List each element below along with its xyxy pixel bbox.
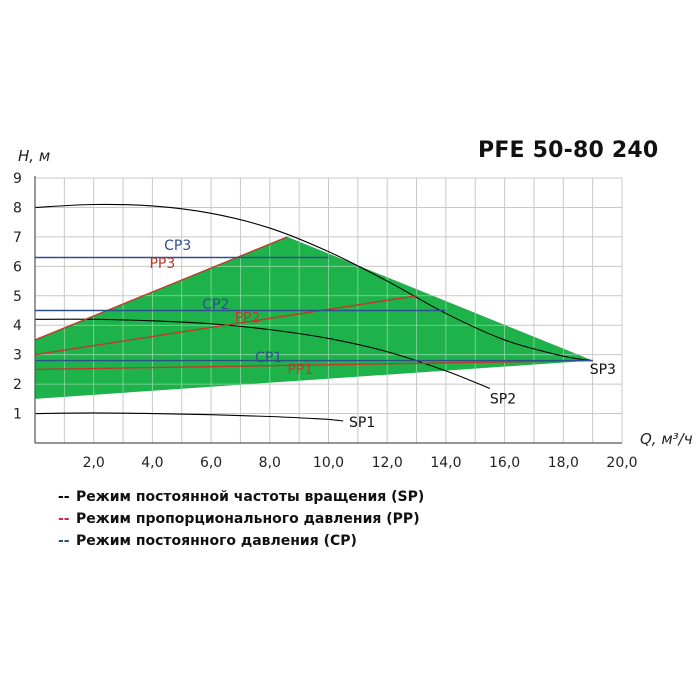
x-tick-label: 2,0 <box>83 455 105 471</box>
operating-region-fill <box>35 236 593 399</box>
x-tick-label: 18,0 <box>548 455 579 471</box>
y-tick-label: 4 <box>13 318 22 334</box>
curve-label-pp2: PP2 <box>235 310 261 326</box>
x-tick-label: 20,0 <box>606 455 637 471</box>
legend-label-pp: Режим пропорционального давления (PP) <box>76 511 420 527</box>
series-line-sp1 <box>34 412 344 422</box>
chart-title: PFE 50-80 240 <box>478 138 659 163</box>
y-tick-label: 9 <box>13 171 22 187</box>
y-tick-label: 5 <box>13 289 22 305</box>
curve-label-pp3: PP3 <box>149 256 175 272</box>
curve-label-sp1: SP1 <box>349 415 375 431</box>
legend-label-sp: Режим постоянной частоты вращения (SP) <box>76 489 425 505</box>
curve-labels: SP1 SP2 SP3 PP1 PP2 PP3 CP1 CP2 CP3 <box>149 238 616 431</box>
legend-item-sp: -- Режим постоянной частоты вращения (SP) <box>58 486 424 508</box>
curve-label-cp3: CP3 <box>164 238 191 254</box>
series-lines <box>34 203 593 422</box>
curve-label-sp3: SP3 <box>590 362 616 378</box>
series-line-pp1 <box>34 359 593 371</box>
axes: 1 2 3 4 5 6 7 8 9 2,0 4,0 6,0 8,0 10,0 12,0 14,0 16,0 18,… <box>13 171 638 471</box>
curve-label-cp2: CP2 <box>202 297 229 313</box>
y-tick-label: 1 <box>13 407 22 423</box>
y-tick-label: 8 <box>13 200 22 216</box>
legend-dash-pp: -- <box>58 511 70 527</box>
series-line-sp2 <box>34 318 491 390</box>
legend-dash-sp: -- <box>58 489 70 505</box>
legend-item-cp: -- Режим постоянного давления (CP) <box>58 530 424 552</box>
legend-dash-cp: -- <box>58 533 70 549</box>
curve-label-sp2: SP2 <box>490 391 516 407</box>
curve-label-cp1: CP1 <box>255 350 282 366</box>
y-axis-label: H, м <box>18 147 51 165</box>
series-line-pp3 <box>34 236 288 341</box>
y-tick-label: 6 <box>13 259 22 275</box>
y-tick-label: 3 <box>13 348 22 364</box>
x-tick-label: 4,0 <box>141 455 163 471</box>
series-line-sp3 <box>34 203 593 362</box>
y-tick-label: 2 <box>13 377 22 393</box>
x-tick-label: 8,0 <box>259 455 281 471</box>
x-tick-label: 10,0 <box>313 455 344 471</box>
legend: -- Режим постоянной частоты вращения (SP)… <box>58 486 424 552</box>
y-tick-label: 7 <box>13 230 22 246</box>
series-line-pp2 <box>34 295 417 356</box>
legend-label-cp: Режим постоянного давления (CP) <box>76 533 357 549</box>
x-tick-label: 14,0 <box>430 455 461 471</box>
x-axis-label: Q, м³/ч <box>640 430 693 448</box>
x-tick-label: 16,0 <box>489 455 520 471</box>
x-tick-label: 12,0 <box>372 455 403 471</box>
legend-item-pp: -- Режим пропорционального давления (PP) <box>58 508 424 530</box>
curve-label-pp1: PP1 <box>287 362 313 378</box>
x-tick-label: 6,0 <box>200 455 222 471</box>
